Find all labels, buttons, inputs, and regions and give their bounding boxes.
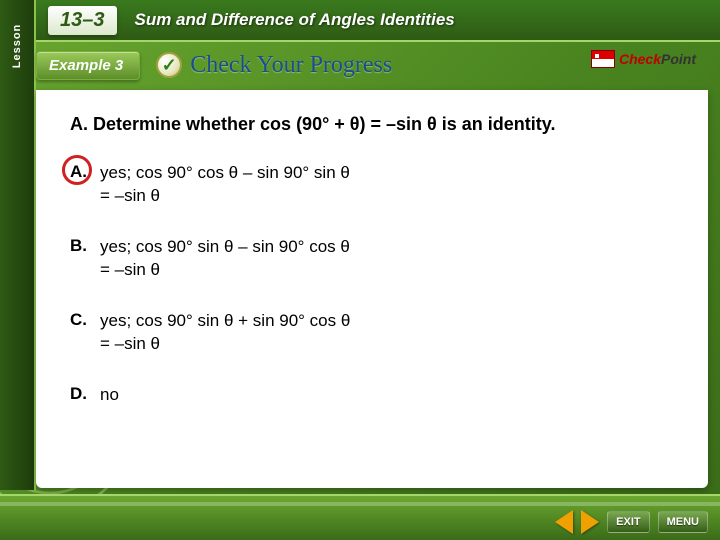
lesson-tab: Lesson [0, 0, 36, 490]
check-progress-text: Check Your Progress [190, 52, 392, 79]
question-text: A. Determine whether cos (90° + θ) = –si… [70, 112, 674, 136]
menu-button[interactable]: MENU [658, 511, 708, 533]
prev-arrow-icon[interactable] [555, 510, 573, 534]
option-letter: C. [70, 310, 100, 330]
option-c[interactable]: C.yes; cos 90° sin θ + sin 90° cos θ= –s… [70, 310, 674, 356]
example-badge: Example 3 [36, 51, 140, 80]
next-arrow-icon[interactable] [581, 510, 599, 534]
option-d[interactable]: D.no [70, 384, 674, 407]
option-text: no [100, 384, 119, 407]
content-card: A. Determine whether cos (90° + θ) = –si… [36, 90, 708, 488]
exit-button[interactable]: EXIT [607, 511, 649, 533]
checkmark-icon [156, 52, 182, 78]
lesson-tab-label: Lesson [11, 24, 23, 69]
nav-controls: EXIT MENU [555, 510, 708, 534]
option-text: yes; cos 90° cos θ – sin 90° sin θ= –sin… [100, 162, 350, 208]
option-text: yes; cos 90° sin θ – sin 90° cos θ= –sin… [100, 236, 350, 282]
option-letter: B. [70, 236, 100, 256]
header-title: Sum and Difference of Angles Identities [135, 10, 455, 30]
option-letter: A. [70, 162, 100, 182]
correct-indicator-icon [62, 155, 92, 185]
option-b[interactable]: B.yes; cos 90° sin θ – sin 90° cos θ= –s… [70, 236, 674, 282]
option-text: yes; cos 90° sin θ + sin 90° cos θ= –sin… [100, 310, 350, 356]
chapter-badge: 13–3 [48, 6, 117, 35]
option-a[interactable]: A.yes; cos 90° cos θ – sin 90° sin θ= –s… [70, 162, 674, 208]
example-bar: Example 3 Check Your Progress [36, 48, 708, 82]
option-letter: D. [70, 384, 100, 404]
header-bar: 13–3 Sum and Difference of Angles Identi… [36, 0, 720, 42]
